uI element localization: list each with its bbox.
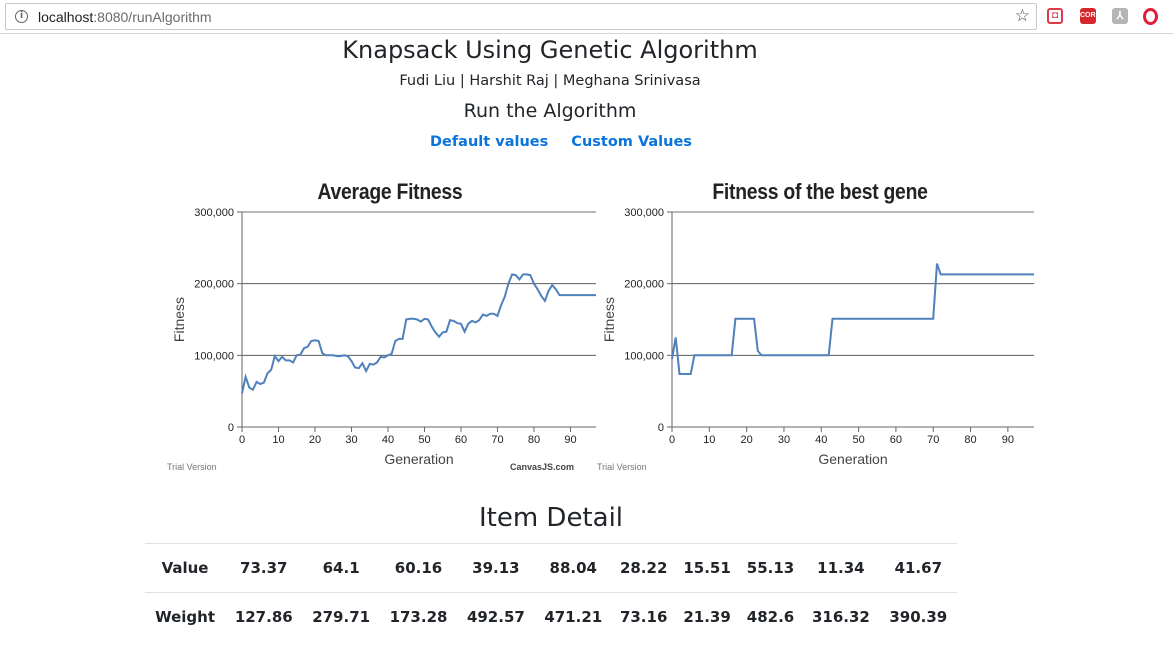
authors: Fudi Liu | Harshit Raj | Meghana Sriniva… [399, 73, 701, 89]
weight-cell: 471.21 [534, 592, 612, 642]
mode-links: Default values Custom Values [430, 134, 710, 150]
bookmark-star-icon[interactable]: ☆ [1014, 6, 1030, 26]
weight-row: Weight 127.86 279.71 173.28 492.57 471.2… [145, 592, 957, 642]
value-label: Value [145, 543, 226, 593]
value-cell: 11.34 [802, 543, 880, 593]
value-cell: 88.04 [534, 543, 612, 593]
weight-cell: 492.57 [457, 592, 535, 642]
x-tick-label: 60 [455, 434, 467, 446]
chart-title-average: Average Fitness [317, 179, 463, 204]
y-axis-title: Fitness [601, 297, 617, 342]
weight-cell: 21.39 [675, 592, 739, 642]
x-tick-label: 50 [418, 434, 430, 446]
weight-label: Weight [145, 592, 226, 642]
url-path: :8080/runAlgorithm [93, 9, 212, 25]
x-tick-label: 30 [345, 434, 357, 446]
value-cell: 28.22 [611, 543, 676, 593]
browser-toolbar: i localhost:8080/runAlgorithm ☆ ◘ CORS ⅄ [0, 0, 1173, 34]
custom-values-link[interactable]: Custom Values [571, 134, 692, 150]
y-tick-label: 100,000 [624, 350, 664, 362]
pocket-icon[interactable]: ◘ [1047, 8, 1063, 24]
x-tick-label: 80 [964, 434, 976, 446]
x-axis-title: Generation [818, 451, 887, 467]
chart-title-best: Fitness of the best gene [712, 179, 928, 204]
trial-watermark: Trial Version [597, 462, 647, 472]
weight-cell: 390.39 [879, 592, 957, 642]
y-tick-label: 200,000 [624, 279, 664, 291]
x-axis-title: Generation [384, 451, 453, 467]
pdf-icon[interactable]: ⅄ [1112, 8, 1128, 24]
best-fitness-line [671, 263, 1034, 375]
url-text[interactable]: localhost:8080/runAlgorithm [38, 9, 212, 25]
x-tick-label: 0 [669, 434, 675, 446]
weight-cell: 127.86 [225, 592, 303, 642]
weight-cell: 173.28 [379, 592, 458, 642]
x-tick-label: 0 [239, 434, 245, 446]
value-cell: 41.67 [879, 543, 957, 593]
value-cell: 55.13 [738, 543, 803, 593]
weight-cell: 316.32 [802, 592, 880, 642]
value-cell: 39.13 [457, 543, 535, 593]
y-tick-label: 0 [228, 422, 234, 434]
x-tick-label: 10 [272, 434, 284, 446]
value-cell: 73.37 [225, 543, 303, 593]
run-heading: Run the Algorithm [463, 100, 637, 122]
x-tick-label: 70 [927, 434, 939, 446]
y-tick-label: 300,000 [624, 207, 664, 219]
y-tick-label: 0 [658, 422, 664, 434]
x-tick-label: 70 [491, 434, 503, 446]
x-tick-label: 20 [741, 434, 753, 446]
url-host: localhost [38, 9, 94, 25]
value-row: Value 73.37 64.1 60.16 39.13 88.04 28.22… [145, 543, 957, 593]
y-axis-title: Fitness [171, 297, 187, 342]
page-title: Knapsack Using Genetic Algorithm [342, 36, 758, 64]
info-icon[interactable]: i [15, 10, 28, 23]
cors-icon[interactable]: CORS [1080, 8, 1100, 24]
value-cell: 64.1 [302, 543, 380, 593]
x-tick-label: 10 [703, 434, 715, 446]
item-detail-title: Item Detail [478, 503, 624, 533]
value-cell: 60.16 [379, 543, 458, 593]
weight-cell: 482.6 [738, 592, 803, 642]
weight-cell: 279.71 [302, 592, 380, 642]
x-tick-label: 30 [778, 434, 790, 446]
y-tick-label: 300,000 [194, 207, 234, 219]
canvasjs-watermark: CanvasJS.com [510, 462, 574, 472]
x-tick-label: 50 [852, 434, 864, 446]
trial-watermark: Trial Version [167, 462, 217, 472]
average-fitness-line [241, 273, 596, 394]
x-tick-label: 40 [815, 434, 827, 446]
default-values-link[interactable]: Default values [430, 134, 549, 150]
weight-cell: 73.16 [611, 592, 676, 642]
x-tick-label: 90 [564, 434, 576, 446]
y-tick-label: 100,000 [194, 350, 234, 362]
x-tick-label: 60 [890, 434, 902, 446]
x-tick-label: 20 [309, 434, 321, 446]
x-tick-label: 40 [382, 434, 394, 446]
x-tick-label: 90 [1002, 434, 1014, 446]
x-tick-label: 80 [528, 434, 540, 446]
opera-icon[interactable] [1143, 8, 1158, 25]
y-tick-label: 200,000 [194, 279, 234, 291]
value-cell: 15.51 [675, 543, 739, 593]
address-bar[interactable]: i localhost:8080/runAlgorithm ☆ [5, 3, 1037, 30]
item-detail-table: Value 73.37 64.1 60.16 39.13 88.04 28.22… [145, 543, 957, 642]
